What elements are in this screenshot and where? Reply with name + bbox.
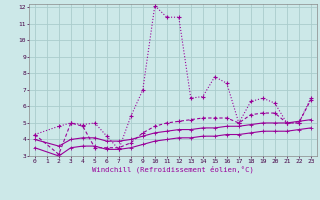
X-axis label: Windchill (Refroidissement éolien,°C): Windchill (Refroidissement éolien,°C) [92,165,254,173]
